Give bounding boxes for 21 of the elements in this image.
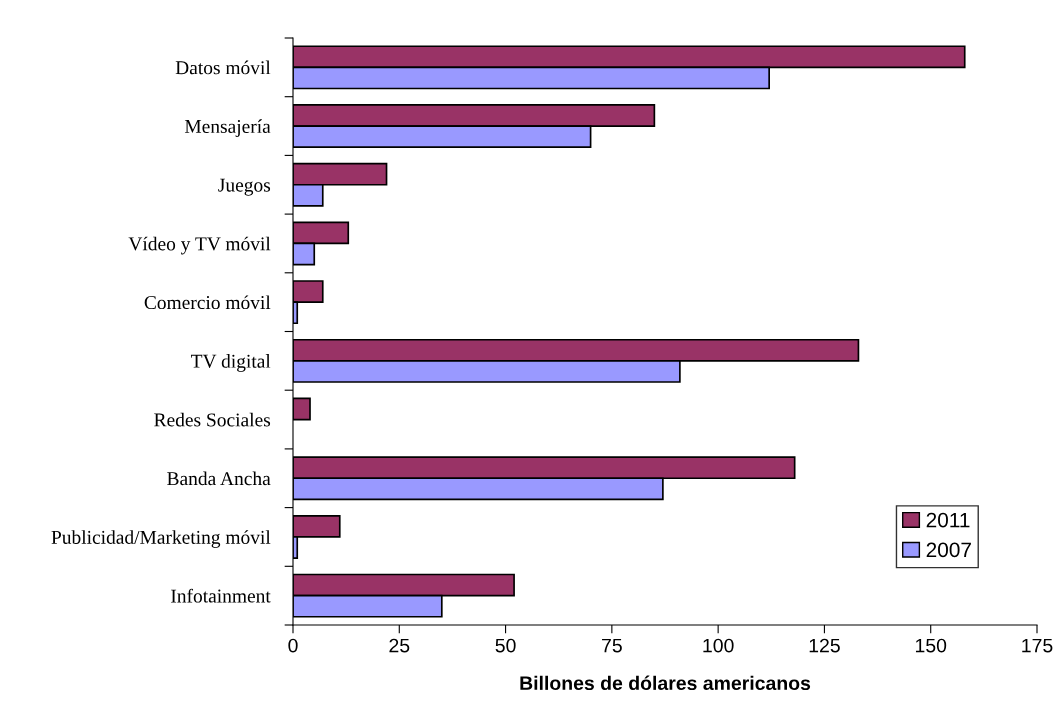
x-tick-label: 125 xyxy=(809,638,840,653)
y-tick-label: Infotainment xyxy=(171,588,271,603)
x-tick-label: 150 xyxy=(915,638,947,653)
y-tick-label: Banda Ancha xyxy=(167,471,271,486)
legend-label: 2011 xyxy=(926,512,970,528)
y-tick-label: Redes Sociales xyxy=(154,412,271,427)
x-tick-label: 50 xyxy=(495,638,516,653)
y-tick-label: Publicidad/Marketing móvil xyxy=(51,530,271,548)
y-tick-label: Juegos xyxy=(218,178,271,196)
y-tick-label: TV digital xyxy=(191,354,271,372)
x-tick-label: 75 xyxy=(602,638,622,653)
y-tick-label: Datos móvil xyxy=(175,60,271,75)
x-tick-label: 175 xyxy=(1022,638,1053,653)
y-tick-label: Vídeo y TV móvil xyxy=(128,236,271,255)
y-tick-label: Comercio móvil xyxy=(144,295,271,310)
x-tick-label: 100 xyxy=(703,638,734,653)
y-tick-label: Mensajería xyxy=(184,119,271,137)
x-axis-title: Billones de dólares americanos xyxy=(520,675,811,691)
x-tick-label: 0 xyxy=(288,638,298,653)
x-tick-label: 25 xyxy=(389,638,410,653)
legend-label: 2007 xyxy=(926,542,971,558)
